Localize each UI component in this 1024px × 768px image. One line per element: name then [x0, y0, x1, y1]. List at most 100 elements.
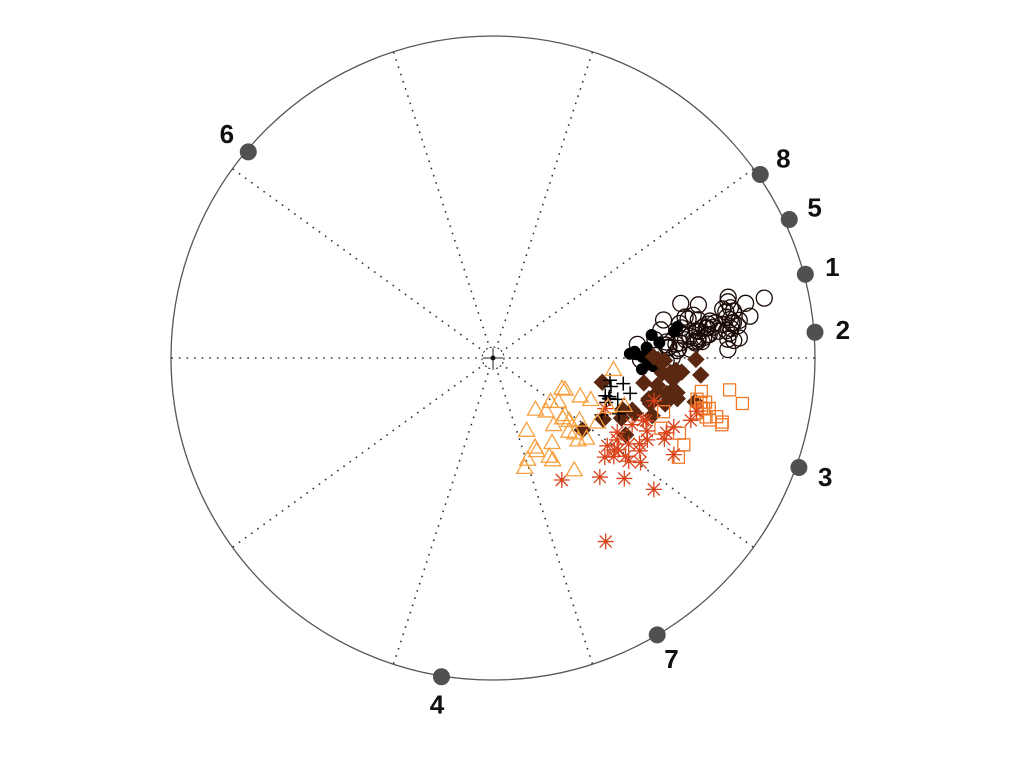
data-point [565, 460, 584, 477]
data-point [671, 450, 686, 464]
data-point [722, 383, 737, 397]
center-dot [490, 355, 496, 361]
data-point [645, 481, 662, 498]
data-point [656, 405, 671, 419]
data-point [565, 423, 584, 440]
data-point [517, 421, 536, 437]
grid-line [232, 168, 481, 350]
data-point [672, 363, 691, 381]
data-point [540, 446, 559, 463]
data-point [596, 449, 613, 466]
data-point [676, 308, 694, 326]
data-point [709, 410, 724, 424]
node-marker-1 [796, 265, 814, 283]
data-point [709, 322, 727, 340]
data-point [672, 294, 690, 313]
grid-line [392, 373, 489, 665]
data-point [721, 324, 739, 342]
data-point [654, 311, 673, 329]
data-point [724, 302, 743, 320]
data-point [755, 289, 773, 307]
node-label-4: 4 [430, 689, 445, 719]
data-point [658, 424, 675, 441]
data-point [616, 470, 633, 487]
data-point [736, 294, 755, 312]
data-point [719, 293, 737, 311]
data-point [527, 441, 546, 458]
data-point [620, 436, 637, 453]
data-point [604, 360, 623, 377]
node-marker-8 [751, 165, 769, 183]
data-point [581, 390, 600, 407]
data-point [653, 336, 666, 349]
data-point [620, 453, 637, 470]
data-point [577, 428, 596, 445]
data-point [543, 450, 562, 467]
data-point [615, 396, 634, 413]
data-point [552, 378, 572, 395]
data-point [687, 350, 705, 369]
data-point [692, 366, 710, 384]
data-point [549, 391, 568, 408]
node-label-3: 3 [818, 462, 832, 492]
data-point [542, 433, 562, 450]
data-point [616, 376, 631, 391]
data-point [599, 397, 618, 414]
node-label-2: 2 [836, 315, 850, 345]
data-points [515, 288, 773, 550]
data-point [638, 412, 655, 429]
grid-line [232, 366, 481, 548]
grid-line [505, 366, 754, 548]
data-point [604, 379, 619, 394]
node-marker-3 [790, 458, 808, 476]
data-point [719, 340, 737, 359]
data-point [656, 431, 673, 448]
data-point [735, 396, 750, 411]
data-point [715, 418, 729, 432]
data-point [553, 472, 570, 489]
data-point [555, 379, 575, 396]
data-point [593, 373, 612, 391]
data-point [638, 422, 655, 439]
outer-ring [170, 35, 816, 681]
node-label-5: 5 [807, 193, 821, 223]
data-point [635, 374, 653, 392]
data-point [646, 392, 663, 409]
node-marker-2 [806, 323, 824, 341]
data-point [560, 411, 579, 428]
data-point [611, 406, 626, 421]
grid-line [497, 373, 594, 665]
node-marker-7 [648, 626, 666, 644]
data-point [679, 310, 697, 328]
data-point [721, 310, 739, 329]
data-point [559, 421, 578, 438]
data-point [588, 412, 607, 429]
center-ring [481, 346, 505, 370]
data-point [668, 325, 681, 338]
data-point [599, 437, 616, 454]
data-point [624, 416, 641, 433]
data-point [665, 446, 682, 463]
data-point [689, 296, 708, 314]
data-point [571, 386, 590, 403]
node-marker-4 [432, 668, 450, 686]
data-point [661, 363, 680, 382]
data-point [597, 533, 614, 550]
data-point [689, 330, 707, 348]
data-point [518, 449, 537, 466]
data-point [570, 410, 589, 427]
grid-line [497, 51, 594, 343]
data-point [699, 410, 713, 424]
data-point [553, 408, 572, 425]
data-point [741, 307, 759, 325]
data-point [702, 413, 717, 427]
node-label-7: 7 [664, 644, 678, 674]
data-point [610, 441, 627, 458]
grid-line [505, 168, 754, 350]
data-point [665, 418, 682, 435]
data-point [597, 400, 614, 417]
data-point [668, 389, 686, 408]
data-point [631, 435, 648, 452]
data-point [645, 329, 658, 342]
nodes: 1 2 3 4 5 6 7 8 [220, 119, 851, 720]
